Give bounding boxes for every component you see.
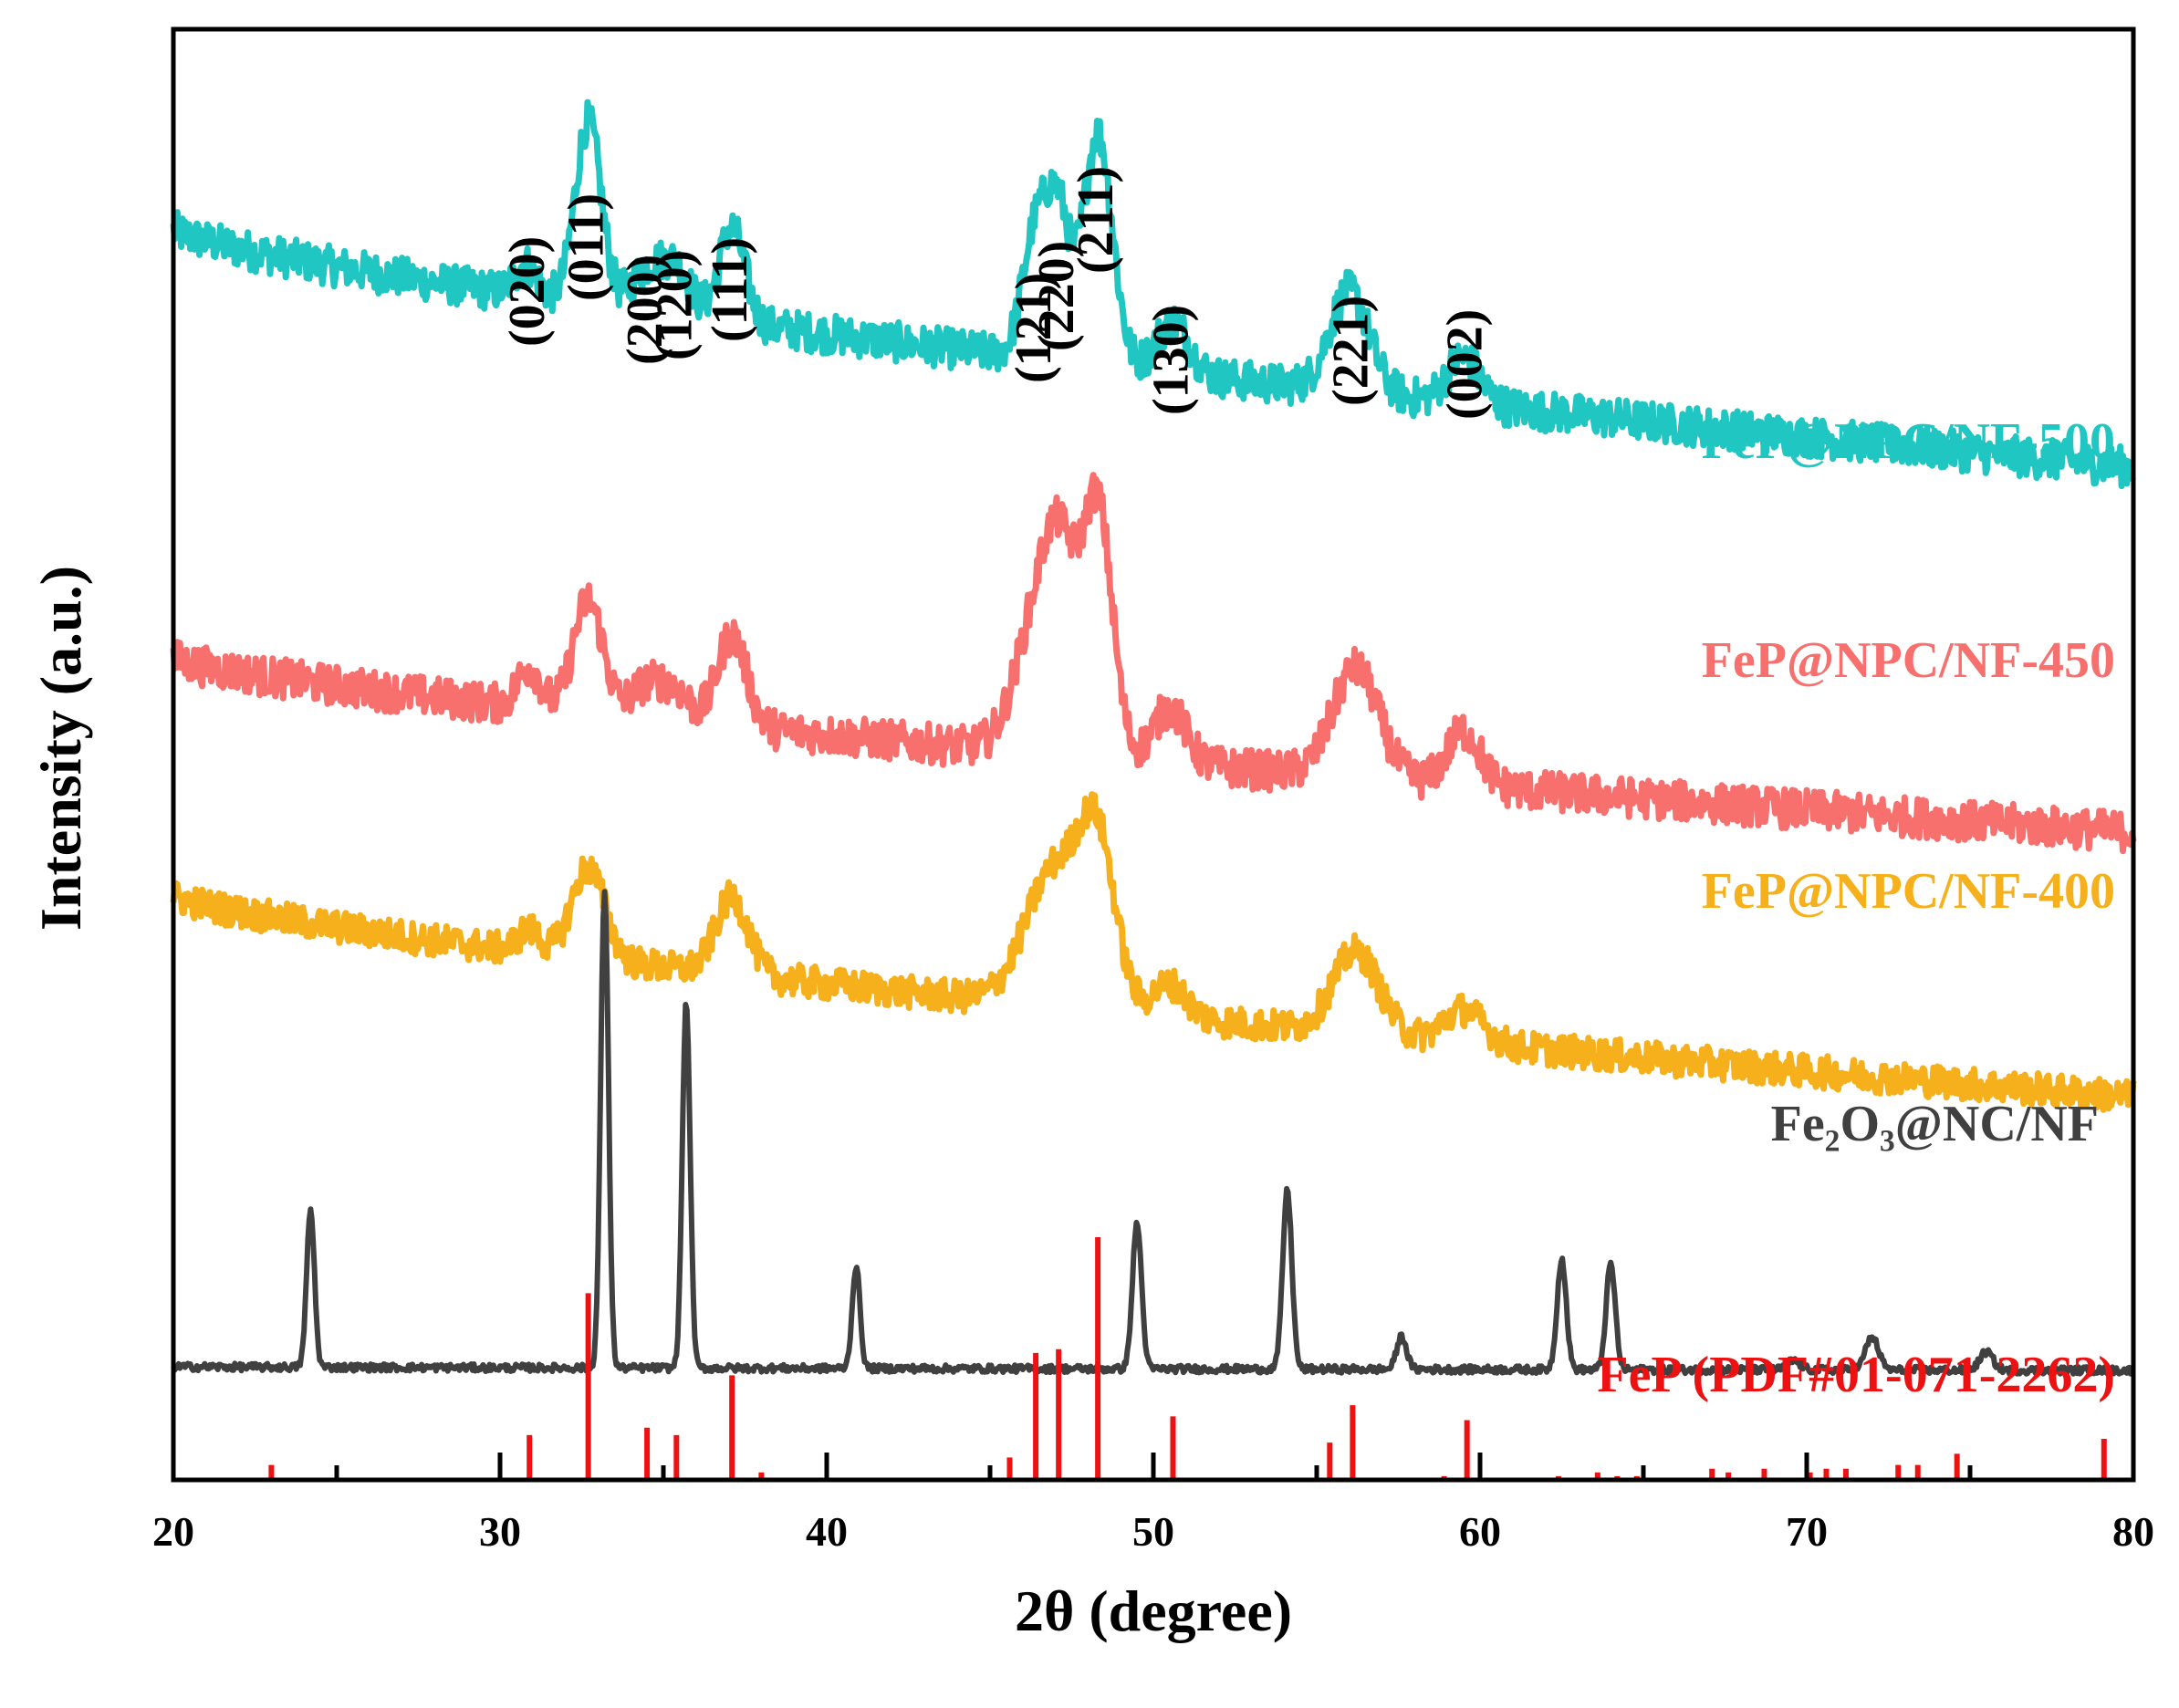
series-label-3: Fe₂O₃@NC/NF bbox=[1771, 1096, 2099, 1152]
reference-label: FeP (PDF#01-071-2262) bbox=[1597, 1347, 2115, 1403]
x-tick-label: 20 bbox=[152, 1508, 194, 1555]
x-tick-label: 30 bbox=[479, 1508, 521, 1555]
miller-index-label: (121) bbox=[1006, 273, 1062, 383]
x-tick-label: 40 bbox=[806, 1508, 848, 1555]
miller-index-label: (120) bbox=[646, 250, 703, 360]
miller-index-label: (200) bbox=[617, 255, 673, 365]
trace-3 bbox=[171, 889, 2136, 1377]
miller-index-label: (111) bbox=[702, 237, 758, 342]
miller-index-label: (221) bbox=[1322, 296, 1379, 406]
x-tick-label: 50 bbox=[1132, 1508, 1174, 1555]
miller-index-label: (020) bbox=[499, 236, 556, 347]
x-tick-label: 80 bbox=[2112, 1508, 2154, 1555]
trace-1 bbox=[170, 472, 2137, 855]
y-axis-label: Intensity (a.u.) bbox=[28, 566, 93, 931]
miller-index-label: (220) bbox=[1028, 241, 1085, 351]
plot-frame bbox=[171, 26, 2136, 1483]
miller-index-label: (002) bbox=[1437, 309, 1494, 420]
series-label-0: FeP@NPC/NF-500 bbox=[1702, 413, 2115, 470]
x-axis-label: 2θ (degree) bbox=[1015, 1578, 1292, 1643]
trace-2 bbox=[170, 791, 2137, 1113]
series-label-2: FeP@NPC/NF-400 bbox=[1702, 863, 2115, 920]
x-tick-label: 70 bbox=[1786, 1508, 1828, 1555]
trace-0 bbox=[170, 99, 2137, 490]
series-label-1: FeP@NPC/NF-450 bbox=[1702, 632, 2115, 689]
miller-index-label: (130) bbox=[1142, 305, 1199, 415]
miller-index-label: (011) bbox=[558, 193, 615, 301]
miller-index-label: (211) bbox=[1068, 166, 1124, 274]
x-tick-label: 60 bbox=[1459, 1508, 1501, 1555]
